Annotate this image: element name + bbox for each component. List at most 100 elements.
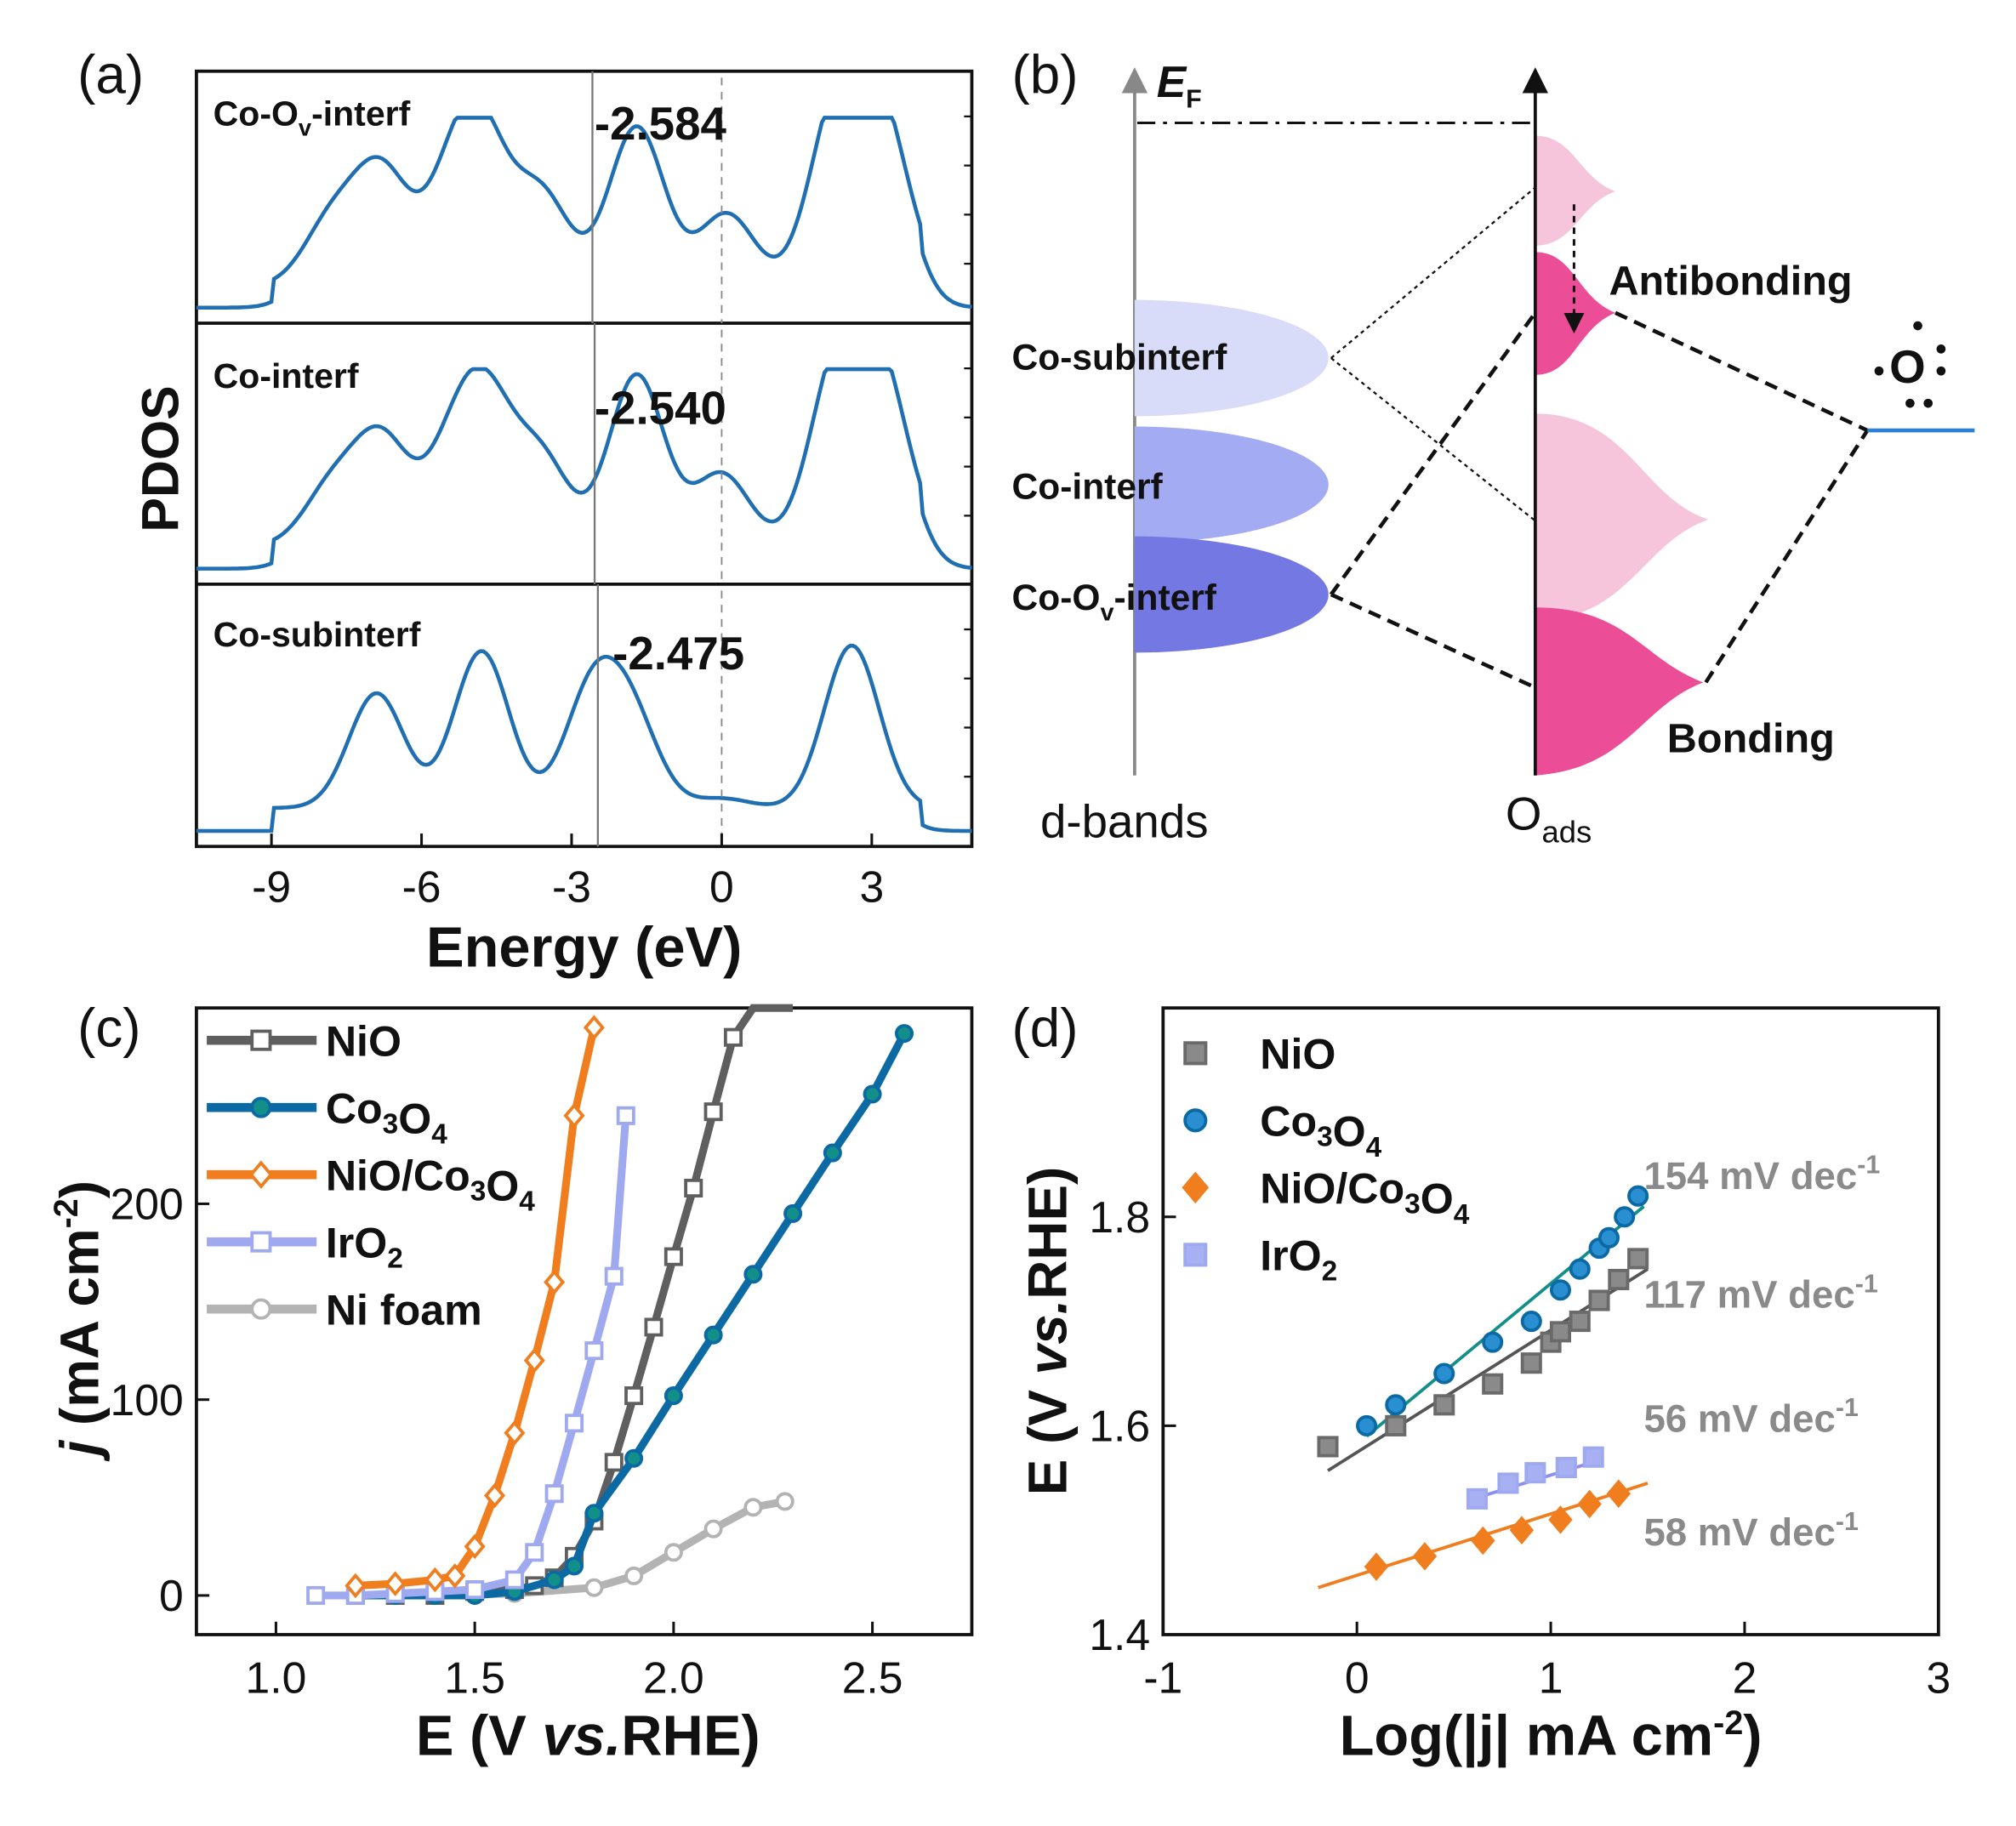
tafel-xtick-label: -1 bbox=[1143, 1653, 1182, 1702]
polarization-point-co3o4 bbox=[544, 1570, 564, 1590]
polarization-ytick-label: 0 bbox=[159, 1571, 184, 1620]
tafel-point-co3o4 bbox=[1356, 1414, 1378, 1436]
polarization-point-co3o4 bbox=[703, 1325, 723, 1345]
polarization-point-nio bbox=[684, 1178, 703, 1198]
pdos-label-co-subinterf: Co-subinterf bbox=[214, 615, 421, 654]
tafel-point-iro2 bbox=[1497, 1472, 1519, 1494]
legend-marker-4 bbox=[250, 1298, 272, 1320]
polarization-point-iro2 bbox=[306, 1585, 326, 1605]
tafel-legend-label-0: NiO bbox=[1260, 1031, 1335, 1078]
polarization-xtick-label: 2.5 bbox=[842, 1653, 903, 1702]
pdos-xtick-label: -9 bbox=[252, 862, 291, 912]
tafel-ytick-label: 1.4 bbox=[1089, 1610, 1150, 1659]
polarization-point-nio bbox=[703, 1102, 723, 1122]
pdos-frame bbox=[195, 69, 974, 849]
tafel-legend-label-1: Co3O4 bbox=[1260, 1098, 1381, 1163]
pdos-xtick-label: -6 bbox=[402, 862, 441, 912]
panel-label-d: (d) bbox=[1012, 998, 1079, 1059]
oxygen-atom-symbol: O bbox=[1889, 340, 1926, 393]
polarization-ylabel: j (mA cm-2) bbox=[48, 1180, 110, 1461]
tafel-legend-marker-3 bbox=[1183, 1243, 1208, 1267]
tafel-point-nio-co3o4 bbox=[1364, 1552, 1389, 1581]
tafel-ytick-label: 1.6 bbox=[1089, 1402, 1150, 1451]
tafel-legend-label-3: IrO2 bbox=[1260, 1232, 1337, 1288]
dbands-axis-label: d-bands bbox=[1040, 795, 1209, 848]
pdos-label-co-interf: Co-interf bbox=[214, 356, 359, 395]
panel-b-schematic: (b) EF Co-subinterf Co-interf Co-Ov-inte… bbox=[1012, 44, 1975, 850]
connector-bonding-o bbox=[1704, 429, 1870, 684]
polarization-point-nio-co3o4 bbox=[464, 1533, 486, 1560]
polarization-xtick-label: 1.0 bbox=[246, 1653, 307, 1702]
tafel-xtick-label: 1 bbox=[1539, 1653, 1563, 1702]
antibonding-label: Antibonding bbox=[1609, 259, 1852, 304]
tafel-ytick-label: 1.8 bbox=[1089, 1192, 1150, 1242]
polarization-point-co3o4 bbox=[564, 1556, 584, 1576]
polarization-point-nio bbox=[663, 1247, 683, 1266]
polarization-xtick-label: 2.0 bbox=[643, 1653, 704, 1702]
oads-axis-label: Oads bbox=[1506, 788, 1592, 850]
connector-sub-2 bbox=[1330, 357, 1536, 522]
tafel-slope-iro2: 56 mV dec-1 bbox=[1643, 1393, 1859, 1440]
tafel-point-co3o4 bbox=[1549, 1279, 1572, 1301]
tafel-point-nio bbox=[1627, 1248, 1649, 1270]
connector-ov-2 bbox=[1330, 592, 1536, 690]
connector-ov-1 bbox=[1329, 311, 1537, 596]
polarization-point-co3o4 bbox=[894, 1024, 914, 1044]
tafel-point-nio bbox=[1317, 1436, 1339, 1458]
pdos-curve-2 bbox=[196, 367, 972, 571]
connector-antibonding-o bbox=[1615, 310, 1869, 433]
polarization-point-iro2 bbox=[465, 1580, 485, 1600]
polarization-point-iro2 bbox=[564, 1414, 584, 1433]
polarization-point-nio-co3o4 bbox=[583, 1015, 605, 1040]
dband-center-value-2: -2.540 bbox=[595, 381, 726, 434]
legend-label-2: NiO/Co3O4 bbox=[326, 1152, 535, 1217]
polarization-point-co3o4 bbox=[663, 1386, 683, 1406]
tafel-point-nio bbox=[1482, 1373, 1504, 1395]
pdos-curves bbox=[196, 71, 972, 847]
tafel-point-iro2 bbox=[1555, 1456, 1577, 1479]
polarization-line-co3o4 bbox=[355, 1031, 908, 1600]
polarization-point-nio-co3o4 bbox=[424, 1567, 446, 1593]
pdos-xlabel: Energy (eV) bbox=[426, 916, 742, 980]
polarization-point-co3o4 bbox=[783, 1203, 803, 1223]
fermi-level-label: EF bbox=[1157, 57, 1202, 113]
dband-center-value-3: -2.475 bbox=[612, 627, 744, 680]
tafel-point-co3o4 bbox=[1520, 1311, 1542, 1333]
tafel-point-nio bbox=[1385, 1414, 1407, 1436]
dband-co-interf bbox=[1134, 426, 1329, 543]
panel-c-polarization: (c) 1.0 1.5 2.0 2.5 0 100 200 NiO Co3O4NiO/Co3O… bbox=[48, 998, 974, 1767]
pdos-curve-1 bbox=[196, 116, 972, 310]
tafel-xtick-label: 2 bbox=[1733, 1653, 1757, 1702]
legend-label-1: Co3O4 bbox=[326, 1084, 447, 1150]
tafel-point-nio bbox=[1433, 1394, 1455, 1416]
oads-bonding-state bbox=[1535, 607, 1704, 776]
tafel-point-nio-co3o4 bbox=[1509, 1516, 1535, 1544]
oxygen-lone-pair-dots bbox=[1874, 321, 1946, 408]
tafel-point-co3o4 bbox=[1597, 1226, 1620, 1249]
tafel-point-co3o4 bbox=[1569, 1258, 1591, 1280]
legend-marker-2 bbox=[248, 1160, 274, 1189]
tafel-point-iro2 bbox=[1582, 1446, 1604, 1468]
tafel-xtick-label: 3 bbox=[1926, 1653, 1951, 1702]
tafel-point-co3o4 bbox=[1482, 1331, 1504, 1353]
dband-label-co-ov-interf: Co-Ov-interf bbox=[1012, 577, 1217, 626]
tafel-point-nio bbox=[1608, 1268, 1630, 1290]
dband-center-value-1: -2.584 bbox=[595, 97, 727, 150]
polarization-point-nio bbox=[624, 1386, 644, 1406]
tafel-point-co3o4 bbox=[1385, 1394, 1407, 1416]
pdos-x-ticks: -9 -6 -3 0 3 bbox=[252, 833, 884, 912]
bonding-label: Bonding bbox=[1667, 715, 1835, 761]
polarization-point-nio-co3o4 bbox=[523, 1347, 545, 1374]
polarization-point-co3o4 bbox=[863, 1084, 882, 1104]
tafel-legend-marker-1 bbox=[1183, 1108, 1208, 1133]
polarization-point-nio-co3o4 bbox=[384, 1571, 407, 1596]
panel-d-tafel: (d) -1 0 1 2 3 1.4 1.6 1.8 NiO Co3O4NiO/Co3O4IrO… bbox=[1012, 998, 1951, 1769]
polarization-xtick-label: 1.5 bbox=[444, 1653, 505, 1702]
tafel-point-co3o4 bbox=[1614, 1206, 1636, 1228]
panel-label-b: (b) bbox=[1012, 44, 1079, 105]
tafel-point-nio bbox=[1569, 1311, 1591, 1333]
tafel-point-nio-co3o4 bbox=[1606, 1479, 1632, 1508]
tafel-slope-co3o4: 154 mV dec-1 bbox=[1643, 1151, 1880, 1197]
polarization-point-co3o4 bbox=[823, 1143, 842, 1163]
dband-label-co-subinterf: Co-subinterf bbox=[1012, 338, 1228, 378]
